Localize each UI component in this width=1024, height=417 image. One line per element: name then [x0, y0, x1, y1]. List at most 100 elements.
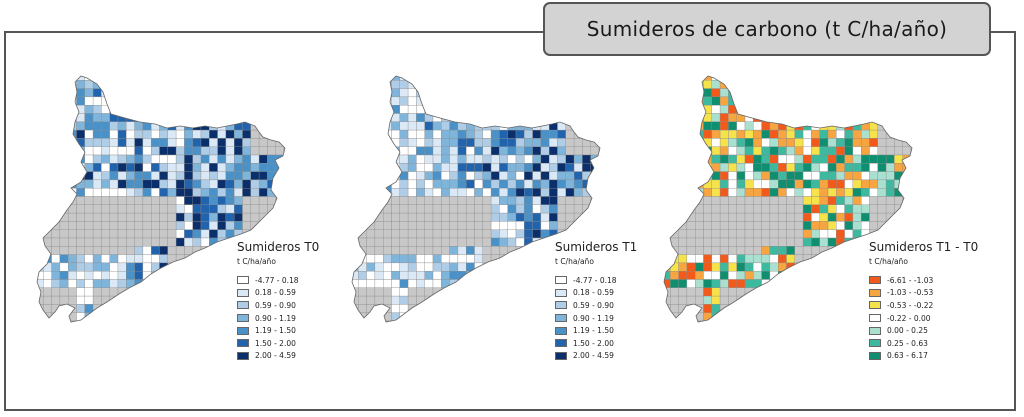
map-cell: [482, 146, 492, 156]
map-cell: [711, 271, 721, 280]
map-cell: [217, 229, 227, 239]
map-cell: [852, 304, 862, 313]
map-cell: [664, 312, 671, 322]
map-cell: [258, 96, 268, 106]
map-cell: [590, 204, 600, 214]
map-cell: [885, 204, 895, 214]
map-cell: [200, 271, 210, 280]
map-cell: [910, 163, 912, 172]
map-cell: [557, 171, 566, 181]
map-cell: [582, 105, 591, 114]
map-cell: [670, 121, 679, 131]
map-cell: [167, 146, 177, 156]
map-cell: [76, 163, 85, 172]
map-cell: [142, 96, 152, 106]
map-cell: [557, 163, 566, 172]
map-cell: [885, 105, 895, 114]
map-cell: [399, 237, 409, 247]
map-cell: [43, 129, 52, 139]
map-cell: [836, 121, 845, 131]
map-cell: [753, 329, 761, 337]
map-cell: [490, 80, 500, 89]
map-cell: [786, 129, 795, 139]
map-cell: [532, 129, 542, 139]
map-cell: [258, 80, 268, 89]
map-cell: [59, 105, 69, 114]
map-cell: [598, 163, 600, 172]
map-cell: [490, 295, 500, 305]
map-cell: [37, 221, 44, 230]
map-cell: [167, 304, 177, 313]
map-cell: [836, 76, 845, 81]
map-cell: [819, 295, 829, 305]
map-cell: [51, 279, 61, 288]
map-cell: [37, 80, 44, 89]
map-cell: [92, 138, 102, 147]
map-cell: [827, 262, 837, 272]
map-cell: [441, 204, 450, 214]
map-cell: [474, 105, 483, 114]
map-cell: [142, 312, 152, 322]
map-cell: [407, 113, 417, 122]
map-cell: [416, 171, 425, 181]
map-cell: [441, 295, 450, 305]
map-cell: [200, 154, 210, 164]
map-cell: [59, 171, 69, 181]
map-cell: [819, 287, 829, 297]
map-cell: [358, 271, 367, 280]
map-cell: [802, 229, 812, 239]
map-cell: [43, 121, 52, 131]
map-cell: [744, 188, 754, 197]
map-cell: [142, 138, 152, 147]
map-cell: [209, 129, 218, 139]
map-cell: [43, 171, 52, 181]
map-cell: [159, 196, 168, 205]
map-cell: [209, 262, 218, 272]
map-cell: [507, 221, 517, 230]
map-cell: [192, 312, 202, 322]
map-cell: [234, 138, 243, 147]
map-cell: [736, 212, 746, 222]
map-cell: [51, 229, 61, 239]
legend-swatch: [555, 339, 567, 348]
map-cell: [358, 129, 367, 139]
map-cell: [358, 76, 367, 81]
map-cell: [457, 96, 467, 106]
map-cell: [134, 171, 144, 181]
map-cell: [217, 279, 227, 288]
map-cell: [827, 229, 837, 239]
map-cell: [457, 262, 467, 272]
map-cell: [184, 80, 193, 89]
map-cell: [449, 287, 459, 297]
map-cell: [407, 320, 417, 322]
map-cell: [457, 196, 467, 205]
map-cell: [84, 295, 94, 305]
map-cell: [540, 105, 550, 114]
map-cell: [794, 113, 804, 122]
map-cell: [549, 138, 558, 147]
map-cell: [515, 287, 525, 297]
map-cell: [508, 329, 516, 337]
map-cell: [719, 262, 729, 272]
map-cell: [910, 113, 912, 122]
map-cell: [703, 188, 712, 197]
map-cell: [441, 179, 450, 189]
map-cell: [786, 76, 795, 81]
map-cell: [192, 254, 202, 264]
map-cell: [242, 221, 251, 230]
legend-range-label: -4.77 - 0.18: [573, 275, 617, 285]
map-cell: [540, 254, 550, 264]
map-cell: [234, 105, 243, 114]
map-cell: [786, 279, 795, 288]
map-cell: [217, 113, 227, 122]
map-cell: [836, 312, 845, 322]
map-cell: [200, 113, 210, 122]
map-cell: [686, 246, 696, 255]
map-cell: [383, 121, 392, 131]
map-cell: [366, 254, 376, 264]
map-cell: [51, 237, 61, 247]
map-cell: [43, 154, 52, 164]
map-cell: [109, 271, 119, 280]
map-cell: [664, 179, 671, 189]
map-cell: [117, 163, 127, 172]
